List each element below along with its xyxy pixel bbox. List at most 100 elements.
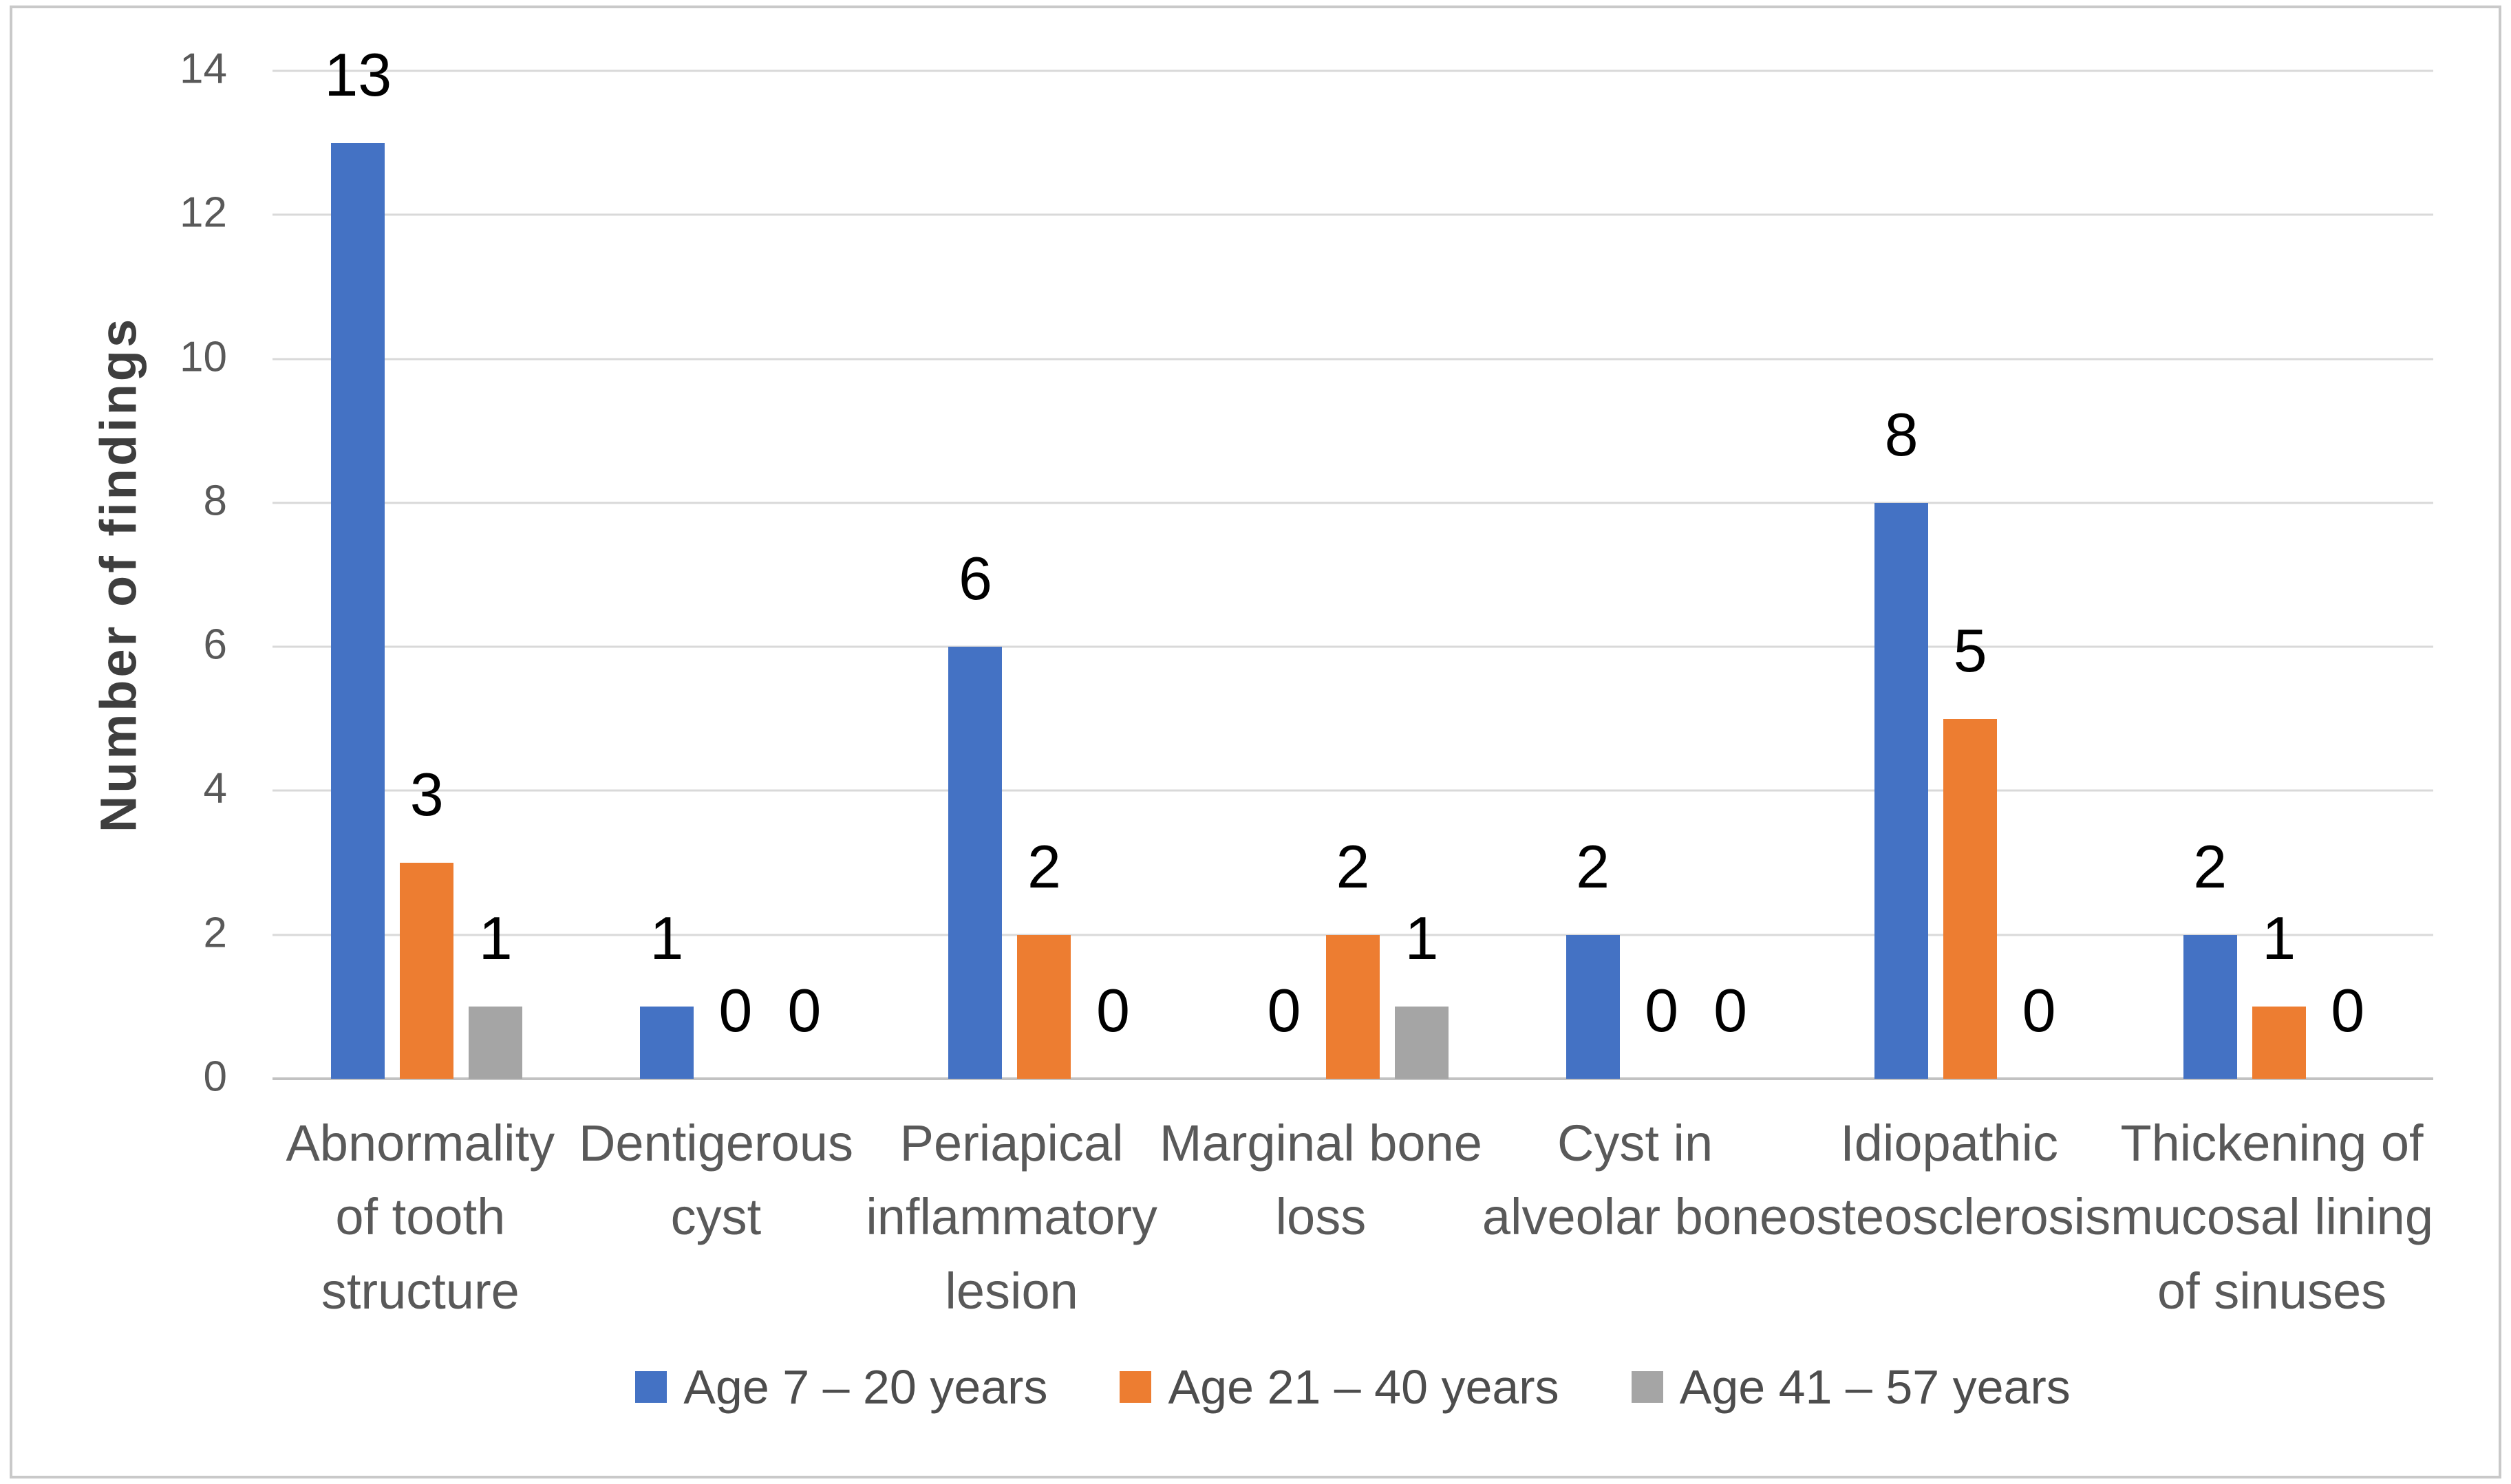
bar-value-label: 13 (324, 40, 392, 109)
legend-item: Age 21 – 40 years (1120, 1363, 1559, 1411)
bar (1874, 502, 1929, 1079)
x-category-label: Marginal bone loss (1160, 1106, 1482, 1328)
legend-label: Age 41 – 57 years (1679, 1360, 2071, 1414)
bar (948, 647, 1003, 1079)
bar-value-label: 3 (409, 760, 444, 829)
bar-group: 6 2 0 (890, 71, 1199, 1079)
bar-value-label: 0 (787, 976, 822, 1044)
bar-slot: 0 (2012, 71, 2066, 1079)
bar-slot: 1 (639, 71, 694, 1079)
bar-slot: 2 (2183, 71, 2237, 1079)
legend-label: Age 21 – 40 years (1168, 1360, 1559, 1414)
y-axis-tick-label: 8 (203, 477, 227, 525)
bar-value-label: 0 (1645, 976, 1679, 1044)
x-category-label: Dentigerous cyst (568, 1106, 864, 1328)
bar (1394, 1007, 1449, 1079)
x-category-label-line: osteosclerosis (1788, 1188, 2111, 1246)
bar-slot: 2 (1325, 71, 1380, 1079)
bar-value-label: 0 (2331, 976, 2365, 1044)
bar (639, 1007, 694, 1079)
bar-slot: 0 (778, 71, 831, 1079)
bar-value-label: 2 (1336, 832, 1370, 901)
bar-value-label: 0 (2022, 976, 2056, 1044)
bar (1017, 934, 1071, 1079)
bar (1325, 934, 1380, 1079)
bar-slot: 2 (1566, 71, 1620, 1079)
bar-slot: 5 (1943, 71, 1998, 1079)
x-category-label: Periapical inflammatory lesion (864, 1106, 1160, 1328)
bar-slot: 1 (2252, 71, 2306, 1079)
y-axis-tick-label: 10 (180, 333, 227, 381)
x-category-label-line: Marginal bone (1159, 1115, 1482, 1172)
bar-slot: 0 (2321, 71, 2375, 1079)
bar (1943, 718, 1998, 1079)
bar-slot: 0 (1635, 71, 1689, 1079)
bar-value-label: 0 (1267, 976, 1301, 1044)
x-category-label-line: alveolar bone (1482, 1188, 1788, 1246)
bar-slot: 0 (1086, 71, 1140, 1079)
x-category-label-line: loss (1275, 1188, 1367, 1246)
bar-value-label: 5 (1953, 616, 1987, 685)
bar-value-label: 1 (478, 904, 513, 973)
gridline (273, 502, 2433, 504)
bar-group: 13 3 1 (273, 44, 581, 1079)
bar-value-label: 0 (1713, 976, 1748, 1044)
y-axis-title: Number of findings (89, 316, 147, 833)
gridline (273, 358, 2433, 361)
bar-value-label: 0 (1096, 976, 1130, 1044)
gridline (273, 789, 2433, 792)
bar (331, 142, 385, 1079)
bar-value-label: 1 (1404, 904, 1439, 973)
x-category-label-line: inflammatory (866, 1188, 1157, 1246)
bar-slot: 1 (469, 71, 523, 1079)
x-axis-line (273, 1077, 2433, 1080)
x-category-label-line: Idiopathic (1840, 1115, 2059, 1172)
bar-value-label: 2 (1576, 832, 1610, 901)
legend: Age 7 – 20 years Age 21 – 40 years Age 41 … (273, 1353, 2433, 1421)
x-category-label-line: Periapical (899, 1115, 1124, 1172)
x-category-label: Abnormality of tooth structure (273, 1106, 568, 1328)
gridline (273, 213, 2433, 216)
bar (469, 1007, 523, 1079)
bar-slot: 8 (1874, 71, 1929, 1079)
y-axis-tick-label: 12 (180, 189, 227, 237)
bar (2252, 1007, 2306, 1079)
x-category-label-line: Dentigerous (578, 1115, 853, 1172)
legend-swatch (1120, 1371, 1152, 1403)
x-category-label-line: cyst (670, 1188, 762, 1246)
bar-value-label: 1 (2262, 904, 2296, 973)
bar-slot: 0 (1257, 71, 1311, 1079)
bar-group: 8 5 0 (1816, 71, 2125, 1079)
bar-value-label: 0 (718, 976, 753, 1044)
bar-value-label: 2 (1027, 832, 1061, 901)
x-axis-category-labels: Abnormality of tooth structure Dentigerous c… (273, 1106, 2433, 1328)
gridline (273, 645, 2433, 648)
y-axis-tick-label: 0 (203, 1053, 227, 1101)
gridline (273, 69, 2433, 72)
x-category-label-line: Cyst in (1557, 1115, 1713, 1172)
y-axis-tick-label: 6 (203, 621, 227, 669)
x-category-label-line: mucosal lining (2111, 1188, 2433, 1246)
bar-slot: 3 (400, 71, 454, 1079)
bar (1566, 934, 1620, 1079)
bar-slot: 6 (948, 71, 1003, 1079)
x-category-label: Cyst in alveolar bone (1482, 1106, 1788, 1328)
bar-slot: 2 (1017, 71, 1071, 1079)
x-category-label: Idiopathic osteosclerosis (1788, 1106, 2111, 1328)
legend-item: Age 7 – 20 years (635, 1363, 1047, 1411)
legend-item: Age 41 – 57 years (1631, 1360, 2071, 1414)
x-category-label-line: Thickening of (2120, 1115, 2424, 1172)
x-category-label: Thickening of mucosal lining of sinuses (2111, 1106, 2433, 1328)
gridline (273, 934, 2433, 936)
x-category-label-line: lesion (945, 1262, 1078, 1320)
legend-label: Age 7 – 20 years (683, 1360, 1048, 1414)
bar-slot: 13 (324, 44, 392, 1079)
bar-slot: 0 (1704, 71, 1757, 1079)
plot-area: 13 3 1 1 0 0 6 2 0 0 2 1 2 0 0 8 5 0 2 1 0 (273, 44, 2433, 1080)
x-category-label-line: of tooth (335, 1188, 506, 1246)
